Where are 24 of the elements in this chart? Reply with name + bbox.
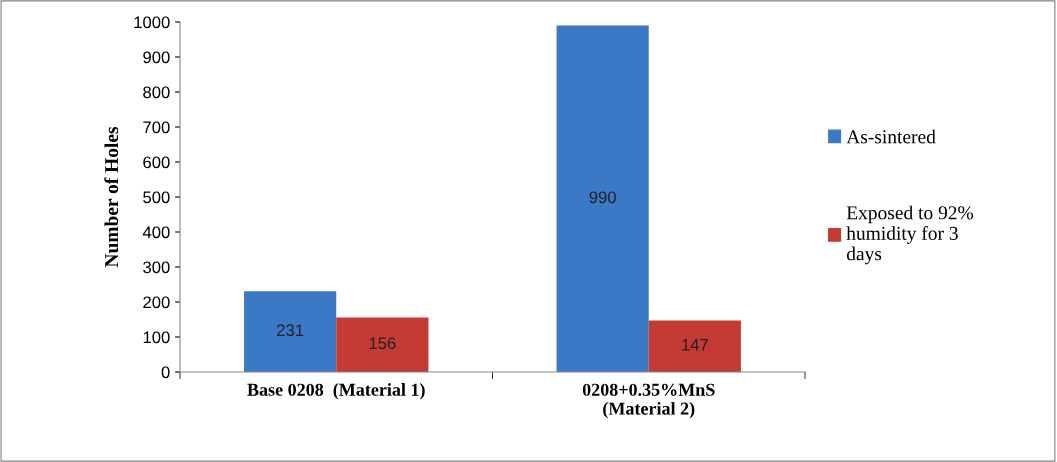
- y-tick-label: 300: [143, 261, 170, 274]
- y-tick-label: 900: [143, 51, 170, 64]
- y-tick-label: 400: [142, 226, 170, 239]
- y-tick-label: 1000: [134, 16, 170, 29]
- bar: [336, 317, 429, 372]
- y-tick-label: 0: [161, 366, 170, 379]
- y-tick-label: 500: [143, 191, 170, 204]
- data-label: 147: [682, 339, 708, 351]
- y-tick-label: 600: [143, 156, 170, 169]
- y-axis-title: Number of Holes: [104, 126, 119, 268]
- bar: [244, 291, 337, 372]
- legend-label: As-sintered: [846, 129, 936, 144]
- data-label: 990: [589, 191, 616, 204]
- y-tick-label: 700: [143, 121, 170, 134]
- x-tick-label: 0208+0.35%MnS (Material 2): [582, 383, 715, 419]
- y-tick-label: 200: [143, 296, 170, 309]
- data-label: 156: [369, 337, 396, 350]
- y-tick-label: 800: [143, 86, 170, 99]
- bar: [556, 25, 649, 372]
- y-tick-label: 100: [143, 331, 170, 344]
- data-label: 231: [277, 324, 304, 337]
- x-tick-label: Base 0208 (Material 1): [247, 383, 425, 400]
- bar: [648, 320, 741, 372]
- legend-label: Exposed to 92% humidity for 3 days: [846, 205, 974, 265]
